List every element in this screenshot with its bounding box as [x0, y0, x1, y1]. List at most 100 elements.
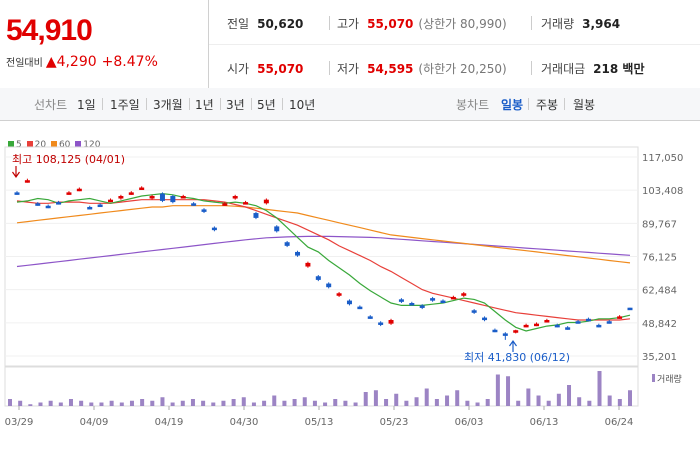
candle-body	[232, 196, 238, 199]
volume-bar	[567, 385, 572, 406]
candle-body	[461, 293, 467, 296]
candle-body	[305, 262, 311, 267]
candle-body	[482, 317, 488, 321]
candle-body	[159, 193, 165, 201]
volume-bar	[343, 400, 348, 406]
volume-bar	[363, 392, 368, 406]
tab-5y[interactable]: 5년	[257, 98, 276, 112]
ma120-line	[16, 235, 631, 268]
candle-body	[357, 306, 363, 310]
x-tick-label: 06/03	[455, 417, 484, 428]
tab-monthly[interactable]: 월봉	[573, 98, 596, 112]
volume-bar	[109, 400, 114, 406]
tab-daily[interactable]: 일봉	[501, 98, 524, 112]
candle-chart-label: 봉차트	[456, 98, 490, 112]
tab-10y[interactable]: 10년	[289, 98, 316, 112]
legend-120: 120	[83, 140, 101, 150]
candle-body	[76, 188, 82, 192]
volume-legend-label: 거래량	[657, 373, 682, 385]
candle-body	[575, 321, 581, 324]
volume-bar	[190, 399, 195, 406]
volume-bar	[302, 397, 307, 406]
candle-body	[554, 324, 560, 328]
prev-close-stat: 전일 50,620	[227, 17, 304, 31]
volume-bar	[536, 395, 541, 406]
candle-body	[211, 227, 217, 231]
candle-body	[45, 205, 51, 209]
candle-body	[388, 320, 394, 324]
tab-1d[interactable]: 1일	[77, 98, 96, 112]
candle-body	[544, 320, 550, 323]
candle-body	[87, 206, 93, 210]
candle-body	[378, 322, 384, 325]
candle-body	[284, 242, 290, 246]
candle-body	[243, 202, 249, 205]
volume-bar	[353, 402, 358, 406]
ma60-line	[16, 205, 631, 264]
volume-bar	[424, 388, 429, 406]
volume-stat: 거래량 3,964	[541, 17, 621, 31]
ma-legend: 5 20 60 120	[6, 140, 100, 150]
volume-bar	[18, 400, 23, 406]
candle-body	[56, 202, 62, 205]
high-arrow-icon	[12, 166, 20, 179]
volume-bar	[607, 395, 612, 406]
volume-bar	[556, 393, 561, 406]
volume-bar	[495, 374, 500, 406]
x-tick-label: 05/23	[380, 417, 409, 428]
candle-body	[170, 196, 176, 203]
volume-bar	[99, 402, 104, 406]
candle-body	[14, 192, 20, 195]
candle-body	[149, 196, 155, 199]
tab-weekly[interactable]: 주봉	[536, 98, 559, 112]
volume-bar	[373, 390, 378, 406]
candle-body	[430, 298, 436, 301]
x-tick-label: 04/30	[230, 417, 259, 428]
open-stat: 시가 55,070	[227, 62, 304, 76]
volume-bar	[48, 400, 53, 406]
x-tick-label: 06/13	[530, 417, 559, 428]
volume-bar	[251, 402, 256, 406]
tab-3y[interactable]: 3년	[226, 98, 245, 112]
volume-bar	[414, 397, 419, 406]
candle-body	[533, 323, 539, 327]
quote-summary: 54,910 전일대비 ▲4,290 +8.47% 전일 50,620 고가 55,07…	[0, 0, 700, 89]
candle-body	[513, 330, 519, 333]
change-value: ▲4,290	[45, 54, 97, 70]
y-tick-label: 89,767	[642, 219, 677, 230]
x-tick-label: 04/19	[155, 417, 184, 428]
volume-bar	[445, 395, 450, 406]
legend-60: 60	[58, 140, 71, 150]
y-tick-label: 48,842	[642, 319, 677, 330]
price-change: 전일대비 ▲4,290 +8.47%	[6, 54, 158, 70]
volume-bar	[546, 400, 551, 406]
volume-bar	[485, 399, 490, 406]
candle-body	[585, 318, 591, 322]
candle-body	[139, 187, 145, 191]
trade-value-stat: 거래대금 218 백만	[541, 62, 645, 76]
volume-bar	[160, 397, 165, 406]
volume-bar	[434, 399, 439, 406]
candle-body	[627, 307, 633, 311]
volume-bar	[58, 402, 63, 406]
ma5-line	[16, 192, 631, 332]
tab-1w[interactable]: 1주일	[110, 98, 140, 112]
volume-bar	[394, 393, 399, 406]
candle-body	[471, 310, 477, 313]
volume-bar	[38, 402, 43, 406]
volume-bar	[323, 402, 328, 406]
tab-1y[interactable]: 1년	[195, 98, 214, 112]
tab-3m[interactable]: 3개월	[153, 98, 183, 112]
current-price: 54,910	[6, 14, 93, 47]
candle-body	[295, 251, 301, 256]
volume-bar	[333, 399, 338, 406]
candle-body	[274, 226, 280, 232]
candle-body	[201, 209, 207, 212]
candle-body	[35, 203, 41, 206]
volume-bar	[282, 400, 287, 406]
candle-body	[66, 192, 72, 195]
line-chart-label: 선차트	[34, 98, 68, 112]
candle-body	[263, 199, 269, 204]
candle-body	[409, 302, 415, 306]
candle-body	[128, 192, 134, 195]
